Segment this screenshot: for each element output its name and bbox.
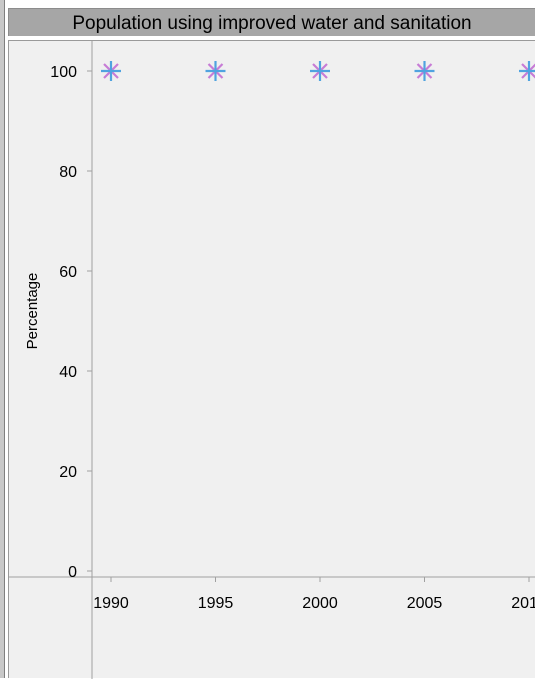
data-point <box>310 61 330 81</box>
y-tick-label: 100 <box>50 64 77 81</box>
x-tick-label: 2000 <box>302 595 338 612</box>
x-tick-label: 2005 <box>407 595 443 612</box>
x-tick-label: 2010 <box>511 595 535 612</box>
y-tick-label: 80 <box>59 164 77 181</box>
x-axis-ticks: 1990 1995 2000 2005 2010 <box>93 577 535 612</box>
left-edge-strip <box>0 0 4 678</box>
data-points <box>101 61 535 81</box>
data-point <box>101 61 121 81</box>
y-axis-ticks: 0 20 40 60 80 100 <box>50 64 92 581</box>
chart-title: Population using improved water and sani… <box>72 13 472 34</box>
y-tick-label: 60 <box>59 264 77 281</box>
chart-title-bar: Population using improved water and sani… <box>8 8 535 36</box>
y-tick-label: 0 <box>68 564 77 581</box>
y-tick-label: 40 <box>59 364 77 381</box>
data-point <box>519 61 535 81</box>
data-point <box>205 61 226 81</box>
y-tick-label: 20 <box>59 464 77 481</box>
x-tick-label: 1995 <box>198 595 234 612</box>
data-point <box>414 61 435 81</box>
scatter-chart: Percentage 0 20 40 60 80 100 1990 1995 2000 2005… <box>9 41 535 679</box>
plot-panel: Percentage 0 20 40 60 80 100 1990 1995 2000 2005… <box>8 40 535 679</box>
left-edge-line <box>4 0 5 678</box>
y-axis-title: Percentage <box>24 273 41 350</box>
x-tick-label: 1990 <box>93 595 129 612</box>
